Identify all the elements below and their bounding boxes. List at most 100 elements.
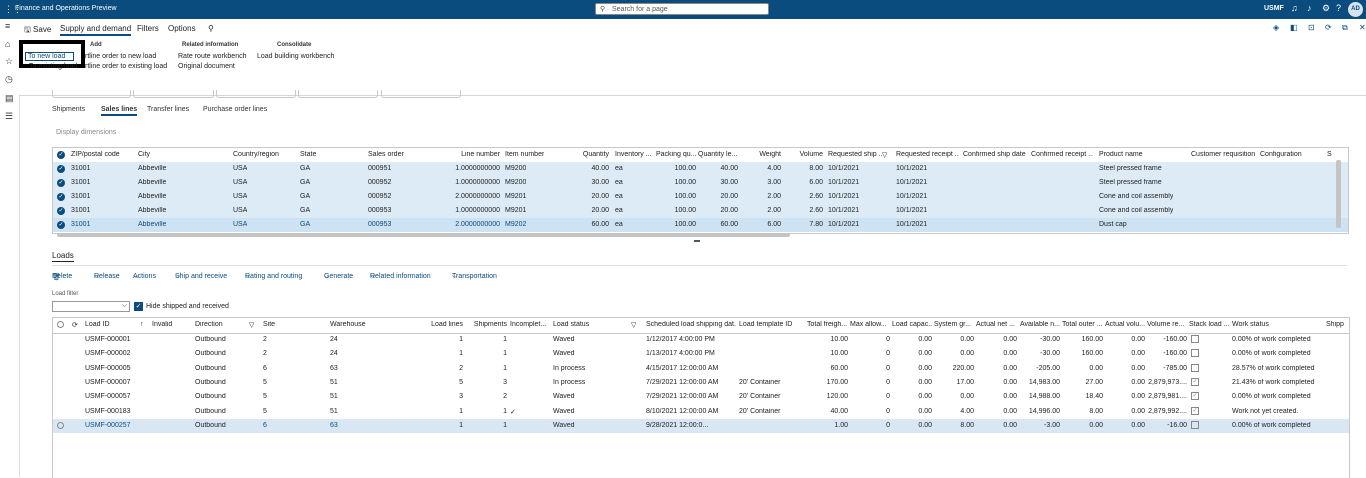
favorites-icon[interactable]: ☆ (5, 56, 14, 66)
select-all-radio[interactable] (57, 321, 64, 328)
table-cell[interactable]: M9200 (505, 179, 527, 186)
display-dimensions-button[interactable]: Display dimensions (56, 129, 117, 136)
vertical-scrollbar[interactable] (1336, 160, 1341, 228)
tab-purchase-order-lines[interactable]: Purchase order lines (203, 106, 268, 113)
column-header[interactable]: Configuration (1260, 151, 1302, 158)
original-document-button[interactable]: Original document (178, 63, 235, 70)
workspaces-icon[interactable]: ▤ (5, 93, 14, 103)
column-header[interactable]: Invalid (152, 321, 173, 328)
hide-shipped-checkbox[interactable]: ✓ (134, 302, 143, 311)
column-header[interactable]: Site (263, 321, 276, 328)
table-cell[interactable]: 000951 (368, 165, 392, 172)
waffle-icon[interactable]: ⋮⋮ (4, 4, 22, 14)
table-cell[interactable]: USMF-000002 (85, 350, 131, 358)
to-existing-load-button[interactable]: To existing load (29, 63, 78, 70)
table-cell[interactable]: 000952 (368, 179, 392, 186)
settings-icon[interactable]: ⚙ (1322, 3, 1331, 13)
column-header[interactable]: Quantity (582, 151, 609, 158)
refresh-icon[interactable]: ⟳ (1325, 23, 1332, 32)
table-cell[interactable]: USMF-000183 (85, 407, 131, 415)
column-header[interactable]: Actual net ... (976, 321, 1015, 328)
table-cell[interactable]: 000953 (368, 221, 392, 228)
stack-load-checkbox[interactable]: ✓ (1191, 392, 1199, 401)
column-header[interactable]: Total freigh... (807, 321, 848, 328)
column-header[interactable]: Load lines (431, 321, 463, 328)
tab-supply-and-demand[interactable]: Supply and demand (60, 24, 132, 36)
column-header[interactable]: Inventory ... (615, 151, 652, 158)
tab-shipments[interactable]: Shipments (52, 106, 86, 113)
search-icon[interactable]: ⚲ (208, 24, 214, 33)
home-icon[interactable]: ⌂ (5, 39, 11, 49)
table-cell[interactable]: M9202 (505, 221, 527, 228)
column-header[interactable]: Confirmed ship date (963, 151, 1026, 158)
column-header[interactable]: Load capac... (892, 321, 932, 328)
popout-icon[interactable]: ⧉ (1342, 23, 1348, 32)
column-header[interactable]: Country/region (233, 151, 279, 158)
column-header[interactable]: Requested ship ... (828, 151, 882, 158)
table-cell[interactable]: M9200 (505, 165, 527, 172)
stack-load-checkbox[interactable] (1191, 420, 1199, 429)
column-header[interactable]: City (138, 151, 151, 158)
column-header[interactable]: Total outer ... (1062, 321, 1103, 328)
stack-load-checkbox[interactable]: ✓ (1191, 377, 1199, 386)
column-header[interactable]: Direction (195, 321, 223, 328)
refresh-icon[interactable]: ⟳ (72, 322, 78, 329)
table-cell[interactable]: USMF-000007 (85, 378, 131, 386)
column-header[interactable]: Quantity le... (698, 151, 738, 158)
stack-load-checkbox[interactable] (1191, 335, 1199, 343)
column-header[interactable]: Max allow... (850, 321, 887, 328)
notification-icon[interactable]: ♪ (1307, 3, 1312, 13)
row-checkbox[interactable]: ✓ (57, 193, 65, 201)
table-cell[interactable]: M9201 (505, 207, 527, 214)
table-cell[interactable]: 000953 (368, 207, 392, 214)
sales-line-to-new-load-button[interactable]: rtline order to new load (85, 53, 157, 60)
column-header[interactable]: Shipp (1326, 321, 1344, 328)
column-header[interactable]: Product name (1099, 151, 1143, 158)
column-header[interactable]: S (1327, 151, 1332, 158)
company-picker[interactable]: USMF (1264, 5, 1284, 12)
horizontal-scrollbar[interactable] (57, 233, 790, 237)
table-row[interactable]: USMF-000257 Outbound 6 63 1 1 Waved 9/28/2021 1… (53, 418, 1349, 433)
stack-load-checkbox[interactable] (1191, 349, 1199, 358)
column-header[interactable]: Requested receipt ... (896, 151, 959, 158)
avatar[interactable]: AD (1348, 2, 1363, 17)
table-row[interactable]: ✓ 31001 Abbeville USA GA 000952 1.0000000000 M9… (53, 176, 1348, 190)
close-icon[interactable]: ✕ (1359, 23, 1366, 32)
load-building-workbench-button[interactable]: Load building workbench (257, 53, 335, 60)
column-header[interactable]: Work status (1232, 321, 1269, 328)
row-checkbox[interactable]: ✓ (57, 179, 65, 187)
table-cell[interactable]: USMF-000001 (85, 336, 131, 343)
table-row[interactable]: ✓ 31001 Abbeville USA GA 000953 2.0000000000 M9… (53, 218, 1348, 232)
filter-icon[interactable]: ▽ (249, 322, 255, 329)
table-cell[interactable]: 000952 (368, 193, 392, 200)
attach-icon[interactable]: ⊡ (1308, 23, 1315, 32)
column-header[interactable]: Customer requisition (1191, 151, 1256, 158)
table-row[interactable]: USMF-000005 Outbound 6 63 2 1 In process 4/15/2… (53, 362, 1349, 376)
column-header[interactable]: Actual volu... (1105, 321, 1145, 328)
column-header[interactable]: Shipments (473, 321, 507, 328)
table-row[interactable]: USMF-000007 Outbound 5 51 5 3 In process 7/29/2… (53, 376, 1349, 390)
row-checkbox[interactable]: ✓ (57, 165, 65, 173)
column-header[interactable]: Load ID (85, 321, 110, 328)
table-row[interactable]: USMF-000057 Outbound 5 51 3 2 Waved 7/29/2021 1… (53, 390, 1349, 404)
recent-icon[interactable]: ◷ (5, 74, 13, 84)
column-header[interactable]: Available n... (1020, 321, 1060, 328)
column-header[interactable]: System gr... (934, 321, 971, 328)
column-header[interactable]: Incomplet... (510, 321, 547, 328)
select-all-checkbox[interactable]: ✓ (57, 151, 65, 159)
splitter-handle[interactable] (694, 240, 700, 242)
column-header[interactable]: Load status (553, 321, 590, 328)
help-icon[interactable]: ? (1336, 3, 1342, 13)
stack-load-checkbox[interactable]: ✓ (1191, 406, 1199, 415)
column-header[interactable]: Confirmed receipt ... (1031, 151, 1093, 158)
table-row[interactable]: ✓ 31001 Abbeville USA GA 000952 2.0000000000 M9… (53, 190, 1348, 204)
table-row[interactable]: USMF-000001 Outbound 2 24 1 1 Waved 1/12/2017 4… (53, 333, 1349, 347)
table-cell[interactable]: USMF-000257 (85, 421, 131, 429)
table-row[interactable]: ✓ 31001 Abbeville USA GA 000953 1.0000000000 M9… (53, 204, 1348, 218)
rate-route-workbench-button[interactable]: Rate route workbench (178, 53, 247, 60)
column-header[interactable]: Load template ID (739, 321, 793, 328)
column-header[interactable]: Sales order (368, 151, 404, 158)
load-filter-select[interactable]: ⌵ (52, 301, 130, 312)
table-row[interactable]: ✓ 31001 Abbeville USA GA 000951 1.0000000000 M9… (53, 162, 1348, 176)
row-radio[interactable] (57, 421, 64, 429)
